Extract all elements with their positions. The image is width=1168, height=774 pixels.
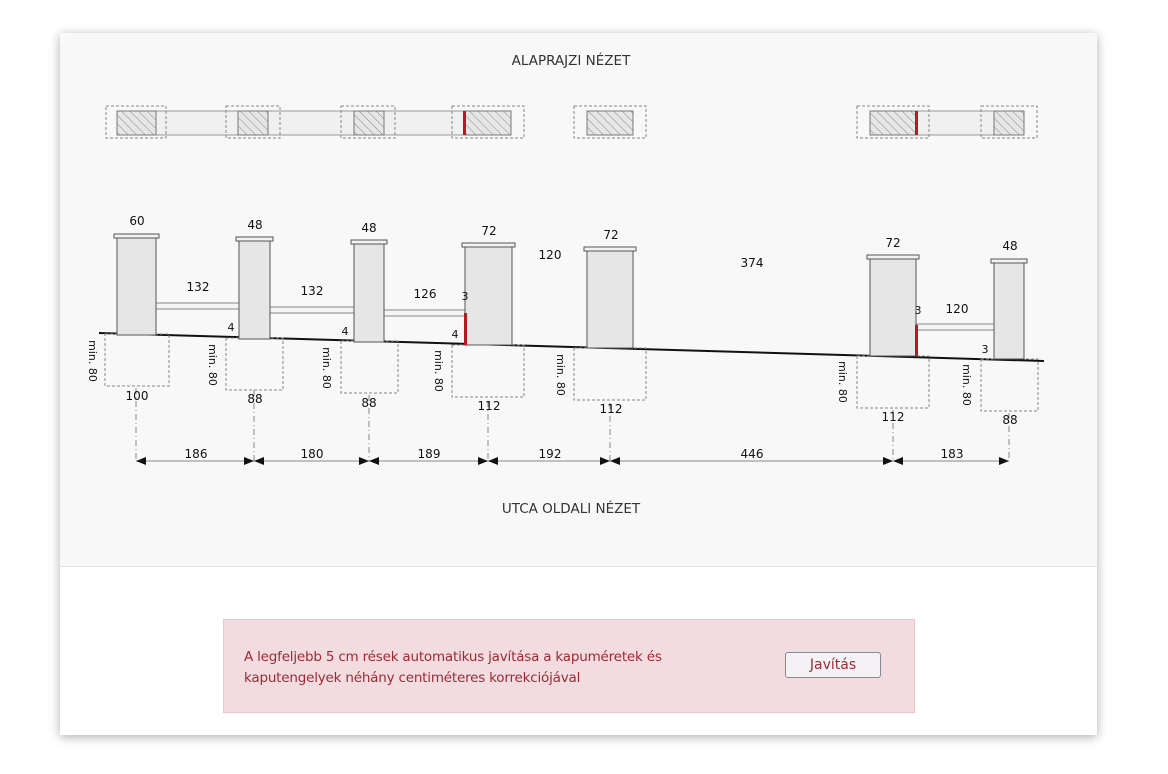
footing-width-label: 100 (126, 389, 149, 403)
gap-mark (915, 325, 918, 356)
pillar-width-label: 72 (481, 224, 496, 238)
gap-mark (464, 313, 467, 345)
axis-spacing-label: 446 (741, 447, 764, 461)
footing-width-label: 112 (600, 402, 623, 416)
pillar-width-label: 48 (361, 221, 376, 235)
pillar-cap (113, 233, 160, 239)
fence-editor-panel: ALAPRAJZI NÉZET UTCA OLDALI NÉZET (60, 33, 1097, 735)
panel-length-label: 120 (946, 302, 969, 316)
dimension-arrows (136, 457, 1009, 465)
gap-label: 3 (982, 343, 989, 356)
footing-width-label: 88 (247, 392, 262, 406)
pillar (116, 236, 157, 336)
footing (104, 333, 170, 387)
panel-length-label: 120 (539, 248, 562, 262)
gap-label: 4 (228, 321, 235, 334)
pillar (238, 239, 271, 340)
fence-panel (916, 323, 995, 331)
panel-length-label: 132 (187, 280, 210, 294)
footing (451, 344, 525, 398)
pillar-width-label: 60 (129, 214, 144, 228)
street-view-title: UTCA OLDALI NÉZET (502, 500, 641, 517)
footing-depth-label: min. 80 (432, 350, 445, 392)
footing-depth-label: min. 80 (206, 344, 219, 386)
plan-pillar (869, 110, 917, 136)
footing-width-label: 88 (1002, 413, 1017, 427)
fence-drawing: ALAPRAJZI NÉZET UTCA OLDALI NÉZET (86, 52, 1045, 517)
auto-fix-notice: A legfeljebb 5 cm rések automatikus javí… (223, 619, 915, 713)
plan-pillar (464, 110, 512, 136)
panel-length-label: 126 (414, 287, 437, 301)
plan-view (105, 105, 1038, 139)
plan-pillar (993, 110, 1025, 136)
plan-view-title: ALAPRAJZI NÉZET (512, 52, 631, 69)
plan-pillar (237, 110, 269, 136)
footing-depth-label: min. 80 (836, 361, 849, 403)
axis-spacing-label: 189 (418, 447, 441, 461)
plan-footing-outline (980, 105, 1038, 139)
panel-length-label: 132 (301, 284, 324, 298)
notice-text: A legfeljebb 5 cm rések automatikus javí… (244, 649, 662, 686)
footing-width-label: 88 (361, 396, 376, 410)
pillar (353, 243, 385, 343)
pillar-width-label: 72 (885, 236, 900, 250)
axis-spacing-label: 183 (941, 447, 964, 461)
drawing-area: ALAPRAJZI NÉZET UTCA OLDALI NÉZET (60, 33, 1097, 567)
pillar-cap (583, 246, 637, 252)
plan-footing-outline (573, 105, 647, 139)
fence-panel (269, 306, 355, 314)
fix-button[interactable]: Javítás (785, 652, 881, 678)
pillar-cap (235, 236, 274, 242)
footing (340, 340, 399, 394)
footing (856, 355, 930, 409)
plan-footing-outline (225, 105, 281, 139)
plan-footing-outline (340, 105, 396, 139)
plan-footing-outline (451, 105, 525, 139)
footing-depth-label: min. 80 (320, 347, 333, 389)
footing-width-label: 112 (882, 410, 905, 424)
plan-rail (155, 110, 512, 136)
plan-pillar (116, 110, 157, 136)
panel-length-label: 374 (741, 256, 764, 270)
pillar (869, 257, 917, 357)
street-view: 60 48 48 72 72 72 48 132 132 126 120 374… (86, 214, 1045, 465)
plan-gap-mark (463, 111, 466, 135)
footing (980, 358, 1039, 412)
fence-panel (155, 302, 241, 310)
axis-spacing-label: 186 (185, 447, 208, 461)
footing-depth-label: min. 80 (86, 340, 99, 382)
footing-width-label: 112 (478, 399, 501, 413)
gap-label: 3 (915, 304, 922, 317)
pillar-cap (350, 239, 388, 245)
pillar-cap (866, 254, 920, 260)
pillar-cap (461, 242, 516, 248)
gap-label: 4 (452, 328, 459, 341)
pillar (993, 261, 1025, 360)
fence-panel (383, 309, 466, 317)
plan-pillar (353, 110, 385, 136)
footing-depth-label: min. 80 (554, 354, 567, 396)
axis-spacing-label: 192 (539, 447, 562, 461)
pillar (464, 245, 513, 346)
plan-gap-mark (915, 111, 918, 135)
gap-label: 4 (342, 325, 349, 338)
gap-label: 3 (462, 290, 469, 303)
footing (573, 347, 647, 401)
footing (225, 337, 284, 391)
pillar (586, 249, 634, 349)
pillar-width-label: 48 (1002, 239, 1017, 253)
footing-depth-label: min. 80 (960, 364, 973, 406)
pillar-width-label: 48 (247, 218, 262, 232)
axis-spacing-label: 180 (301, 447, 324, 461)
pillar-width-label: 72 (603, 228, 618, 242)
plan-footing-outline (856, 105, 930, 139)
plan-pillar (586, 110, 634, 136)
pillar-cap (990, 258, 1028, 264)
plan-footing-outline (105, 105, 167, 139)
